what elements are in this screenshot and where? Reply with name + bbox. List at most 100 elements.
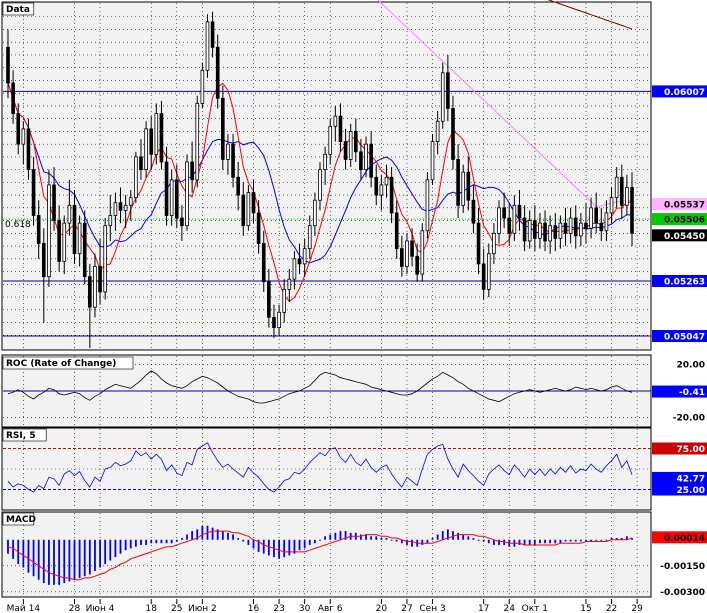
- macd-bar: [104, 539, 107, 565]
- candle-body: [231, 143, 235, 178]
- macd-bar: [441, 531, 444, 540]
- candle-body: [369, 143, 373, 178]
- macd-tick: -0.00300: [660, 588, 705, 598]
- macd-bar: [400, 539, 403, 544]
- candle-body: [400, 248, 404, 267]
- candle-body: [272, 317, 276, 329]
- price-tag: 0.05537: [652, 198, 707, 211]
- macd-bar: [436, 534, 439, 540]
- price-tag: 0.05047: [652, 330, 707, 343]
- macd-bar: [482, 539, 485, 542]
- candle-body: [497, 207, 501, 234]
- x-tick-label: 15: [580, 604, 591, 613]
- macd-bar: [73, 539, 76, 580]
- x-tick-label: 28: [69, 604, 81, 613]
- rsi-level-tag-text: 75.00: [677, 445, 705, 455]
- candle-body: [215, 46, 220, 99]
- candle-body: [57, 220, 61, 262]
- price-tag-bg: [652, 85, 707, 98]
- x-tick-label: 29: [631, 604, 643, 613]
- macd-bar: [319, 539, 321, 541]
- macd-bar: [42, 539, 45, 584]
- x-tick-label: 24: [504, 604, 516, 613]
- x-tick-label: Июн 2: [188, 604, 217, 613]
- candle-body: [568, 217, 573, 234]
- candle-body: [93, 266, 97, 308]
- rsi-level-tag: 25.00: [652, 483, 707, 496]
- candle-body: [267, 281, 271, 318]
- macd-bar: [549, 539, 552, 544]
- candle-body: [103, 225, 107, 293]
- macd-tick: -0.00150: [660, 562, 705, 572]
- x-tick-label: Сен 3: [419, 604, 445, 613]
- macd-bar: [585, 539, 587, 542]
- macd-bar: [232, 534, 234, 540]
- rsi-value-tag-bg: [652, 471, 707, 484]
- macd-bar: [625, 536, 628, 540]
- fib-label: 0.618: [5, 220, 31, 230]
- candle-body: [430, 141, 435, 181]
- candle-body: [16, 113, 21, 145]
- candle-body: [128, 197, 133, 206]
- price-tag-text: 0.06007: [664, 88, 705, 98]
- macd-bar: [370, 536, 373, 540]
- price-tag-bg: [652, 330, 707, 343]
- candle-body: [246, 192, 251, 227]
- candle-body: [415, 255, 419, 275]
- candle-body: [589, 207, 593, 229]
- macd-bar: [385, 538, 388, 540]
- candle-body: [180, 217, 184, 227]
- macd-bar: [145, 539, 148, 545]
- rsi-series: [3, 442, 651, 493]
- macd-bar: [344, 531, 347, 540]
- macd-bar: [446, 529, 449, 540]
- candle-body: [333, 115, 338, 127]
- macd-bar: [487, 539, 490, 544]
- macd-value-tag-bg: [652, 531, 707, 544]
- candle-body: [169, 179, 174, 216]
- candle-body: [481, 263, 486, 290]
- candle-body: [26, 128, 31, 171]
- macd-bar: [360, 534, 362, 540]
- x-tick-label: 25: [171, 604, 182, 613]
- macd-bar: [83, 539, 86, 577]
- candle-body: [77, 222, 82, 255]
- roc-series: [3, 370, 651, 404]
- roc-title-box: [2, 356, 134, 370]
- x-tick-label: 20: [376, 604, 388, 613]
- candle-body: [159, 113, 164, 163]
- macd-bar: [518, 539, 521, 545]
- macd-bar: [186, 534, 188, 540]
- candle-body: [461, 171, 466, 206]
- price-tag: 0.05263: [652, 274, 707, 287]
- candle-body: [52, 184, 56, 221]
- macd-bar: [600, 539, 603, 541]
- macd-bar: [528, 539, 531, 545]
- price-tag: 0.05450: [652, 229, 707, 242]
- candle-body: [353, 131, 358, 153]
- macd-bar: [257, 539, 260, 552]
- macd-bar: [155, 539, 158, 544]
- macd-bar: [227, 532, 229, 540]
- macd-bar: [134, 539, 137, 547]
- macd-bar: [48, 539, 50, 585]
- candle-body: [41, 243, 46, 278]
- candle-body: [6, 46, 10, 84]
- x-tick-label: 27: [401, 604, 412, 613]
- macd-bar: [390, 539, 393, 541]
- macd-bar: [283, 539, 286, 558]
- macd-bar: [498, 539, 500, 545]
- macd-bar: [278, 539, 280, 559]
- candle-body: [425, 179, 430, 232]
- x-tick-label: 16: [248, 604, 260, 613]
- x-tick-label: 17: [478, 604, 489, 613]
- candle-body: [451, 108, 455, 160]
- price-tag-bg: [652, 274, 707, 287]
- macd-bar: [196, 529, 199, 540]
- macd-bar: [109, 539, 112, 561]
- macd-bar: [288, 539, 291, 556]
- macd-bar: [452, 531, 454, 540]
- macd-title-box: [2, 512, 35, 526]
- candle-body: [174, 179, 179, 219]
- candle-body: [98, 266, 102, 293]
